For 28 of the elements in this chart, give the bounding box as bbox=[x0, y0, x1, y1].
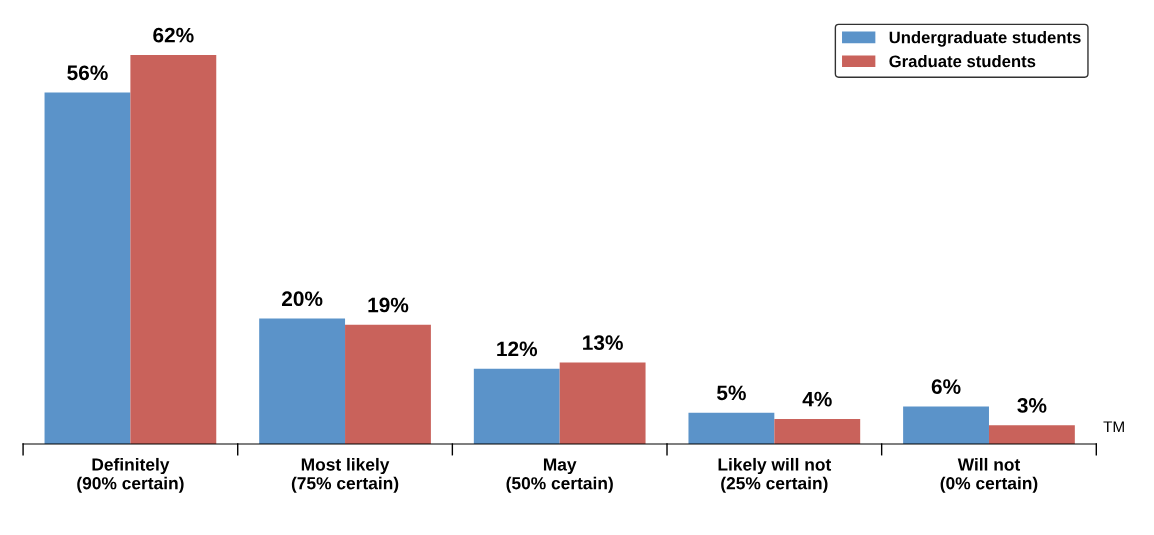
data-label: 5% bbox=[716, 385, 746, 401]
x-tick-label: Definitely (90% certain) bbox=[77, 457, 184, 493]
x-tick-label: May (50% certain) bbox=[506, 458, 613, 493]
bar bbox=[345, 324, 431, 445]
data-label: 56% bbox=[67, 65, 108, 81]
data-label: 6% bbox=[931, 379, 961, 394]
bar bbox=[559, 362, 646, 445]
data-label: 62% bbox=[153, 27, 194, 43]
bar bbox=[259, 318, 346, 445]
bar bbox=[44, 92, 131, 445]
bar bbox=[774, 418, 861, 445]
x-tick-label: Most likely (75% certain) bbox=[291, 457, 399, 493]
data-label: 12% bbox=[497, 341, 538, 357]
x-tick-label: Will not (0% certain) bbox=[940, 457, 1038, 493]
x-tick-label: Likely will not (25% certain) bbox=[718, 457, 832, 493]
legend-label: Graduate students bbox=[889, 54, 1036, 68]
text: TM bbox=[1103, 421, 1124, 432]
data-label: 4% bbox=[802, 391, 832, 407]
data-label: 20% bbox=[281, 291, 323, 307]
legend-label: Undergraduate students bbox=[889, 31, 1081, 47]
bar bbox=[688, 412, 775, 445]
bar bbox=[903, 406, 989, 445]
bar bbox=[130, 54, 217, 445]
data-label: 3% bbox=[1017, 398, 1047, 413]
bar bbox=[473, 368, 560, 445]
bar bbox=[988, 425, 1075, 445]
data-label: 13% bbox=[583, 335, 623, 351]
data-label: 19% bbox=[368, 297, 409, 313]
